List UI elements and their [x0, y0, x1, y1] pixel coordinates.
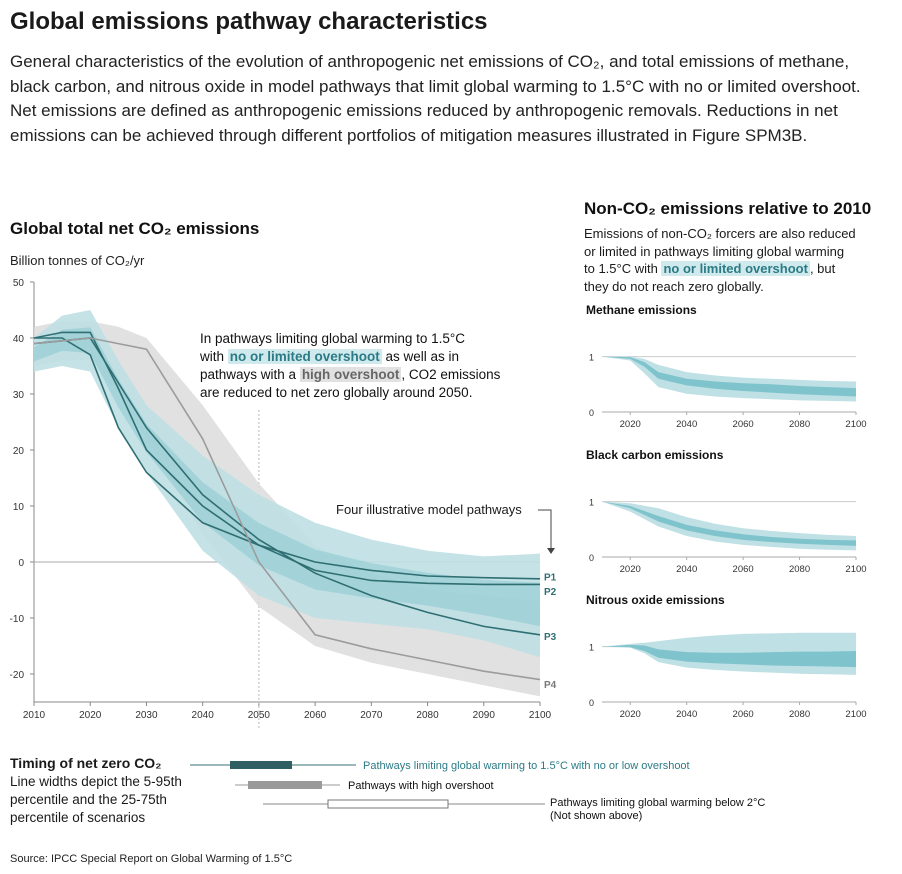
- end-label-p1: P1: [544, 573, 557, 584]
- right-description: Emissions of non-CO₂ forcers are also re…: [584, 226, 856, 294]
- timing-row1-label: Pathways limiting global warming to 1.5°…: [363, 760, 690, 772]
- x-tick-label: 2080: [416, 710, 439, 721]
- nitrous-oxide-x-tick-label: 2080: [789, 709, 810, 720]
- end-label-p4: P4: [544, 680, 557, 691]
- black-carbon-inner-band: [602, 501, 856, 546]
- timing-row1-bar: [230, 761, 292, 769]
- right-highlight: no or limited overshoot: [661, 261, 810, 276]
- methane-chart: 1 0 2020 2040 2060 2080 2100: [589, 353, 867, 430]
- x-tick-label: 2020: [79, 710, 102, 721]
- annotation-line-3: pathways with a high overshoot, CO2 emis…: [200, 367, 501, 382]
- end-label-p3: P3: [544, 632, 557, 643]
- nitrous-oxide-x-tick-label: 2100: [845, 709, 866, 720]
- black-carbon-x-tick-label: 2040: [676, 564, 697, 575]
- methane-y-tick-label: 0: [589, 408, 594, 418]
- timing-description: Line widths depict the 5-95th percentile…: [10, 774, 182, 825]
- methane-x-tick-label: 2020: [620, 419, 641, 430]
- nitrous-oxide-chart: 1 0 2020 2040 2060 2080 2100: [589, 632, 867, 720]
- pathway-line-p1: [34, 337, 541, 580]
- methane-x-tick-label: 2040: [676, 419, 697, 430]
- black-carbon-y-tick-label: 0: [589, 553, 594, 563]
- limited-overshoot-inner-band: [34, 327, 540, 627]
- y-tick-label: 30: [13, 390, 25, 401]
- pathways-pointer: [538, 509, 552, 550]
- y-tick-label: 50: [13, 278, 25, 289]
- black-carbon-x-tick-label: 2080: [789, 564, 810, 575]
- chart-annotation: In pathways limiting global warming to 1…: [200, 330, 520, 402]
- x-tick-label: 2060: [304, 710, 327, 721]
- x-tick-label: 2090: [473, 710, 496, 721]
- timing-row3-label: Pathways limiting global warming below 2…: [550, 797, 765, 809]
- pathway-line-p4: [33, 337, 541, 681]
- page-title: Global emissions pathway characteristics: [10, 8, 488, 35]
- x-tick-label: 2100: [529, 710, 552, 721]
- annotation-line-4: are reduced to net zero globally around …: [200, 385, 473, 400]
- black-carbon-title: Black carbon emissions: [586, 448, 724, 462]
- pathways-label: Four illustrative model pathways: [336, 502, 522, 517]
- timing-row2-bar: [248, 781, 322, 789]
- pathways-arrowhead: [547, 548, 555, 554]
- right-heading: Non-CO₂ emissions relative to 2010: [584, 199, 872, 218]
- annotation-highlight-limited: no or limited overshoot: [227, 349, 382, 364]
- y-tick-label: 40: [13, 334, 25, 345]
- y-tick-label: 10: [13, 502, 25, 513]
- methane-x-tick-label: 2100: [845, 419, 866, 430]
- x-tick-label: 2040: [192, 710, 215, 721]
- pathway-line-p2: [33, 331, 540, 586]
- y-tick-label: 20: [13, 446, 25, 457]
- annotation-highlight-high: high overshoot: [299, 367, 402, 382]
- nitrous-oxide-x-tick-label: 2020: [620, 709, 641, 720]
- black-carbon-x-tick-label: 2020: [620, 564, 641, 575]
- y-tick-label: 0: [18, 558, 24, 569]
- black-carbon-x-tick-label: 2060: [733, 564, 754, 575]
- nitrous-oxide-inner-band: [602, 644, 856, 668]
- methane-y-tick-label: 1: [589, 353, 594, 363]
- y-tick-label: -10: [10, 614, 25, 625]
- nitrous-oxide-title: Nitrous oxide emissions: [586, 593, 725, 607]
- intro-text: General characteristics of the evolution…: [10, 52, 861, 145]
- timing-heading: Timing of net zero CO₂: [10, 755, 162, 771]
- timing-row2-label: Pathways with high overshoot: [348, 780, 494, 792]
- methane-x-tick-label: 2080: [789, 419, 810, 430]
- black-carbon-y-tick-label: 1: [589, 498, 594, 508]
- annotation-line-2: with no or limited overshoot as well as …: [200, 349, 460, 364]
- methane-inner-band: [602, 356, 856, 397]
- main-chart-ylabel: Billion tonnes of CO₂/yr: [10, 253, 145, 268]
- black-carbon-outer-band: [602, 501, 856, 551]
- annotation-line-1: In pathways limiting global warming to 1…: [200, 331, 466, 346]
- x-tick-label: 2070: [360, 710, 383, 721]
- main-chart-heading: Global total net CO₂ emissions: [10, 219, 260, 238]
- nitrous-oxide-y-tick-label: 1: [589, 643, 594, 653]
- methane-title: Methane emissions: [586, 303, 697, 317]
- methane-x-tick-label: 2060: [733, 419, 754, 430]
- y-tick-label: -20: [10, 670, 25, 681]
- nitrous-oxide-x-tick-label: 2040: [676, 709, 697, 720]
- x-tick-label: 2010: [23, 710, 46, 721]
- x-tick-label: 2030: [135, 710, 158, 721]
- nitrous-oxide-y-tick-label: 0: [589, 698, 594, 708]
- net-zero-timing-chart: Pathways limiting global warming to 1.5°…: [190, 760, 765, 822]
- source-note: Source: IPCC Special Report on Global Wa…: [10, 853, 293, 865]
- timing-row3-sublabel: (Not shown above): [550, 810, 642, 822]
- black-carbon-chart: 1 0 2020 2040 2060 2080 2100: [589, 498, 867, 575]
- limited-overshoot-band: [34, 310, 540, 658]
- black-carbon-x-tick-label: 2100: [845, 564, 866, 575]
- nitrous-oxide-x-tick-label: 2060: [733, 709, 754, 720]
- timing-row3-bar: [327, 799, 449, 809]
- end-label-p2: P2: [544, 587, 557, 598]
